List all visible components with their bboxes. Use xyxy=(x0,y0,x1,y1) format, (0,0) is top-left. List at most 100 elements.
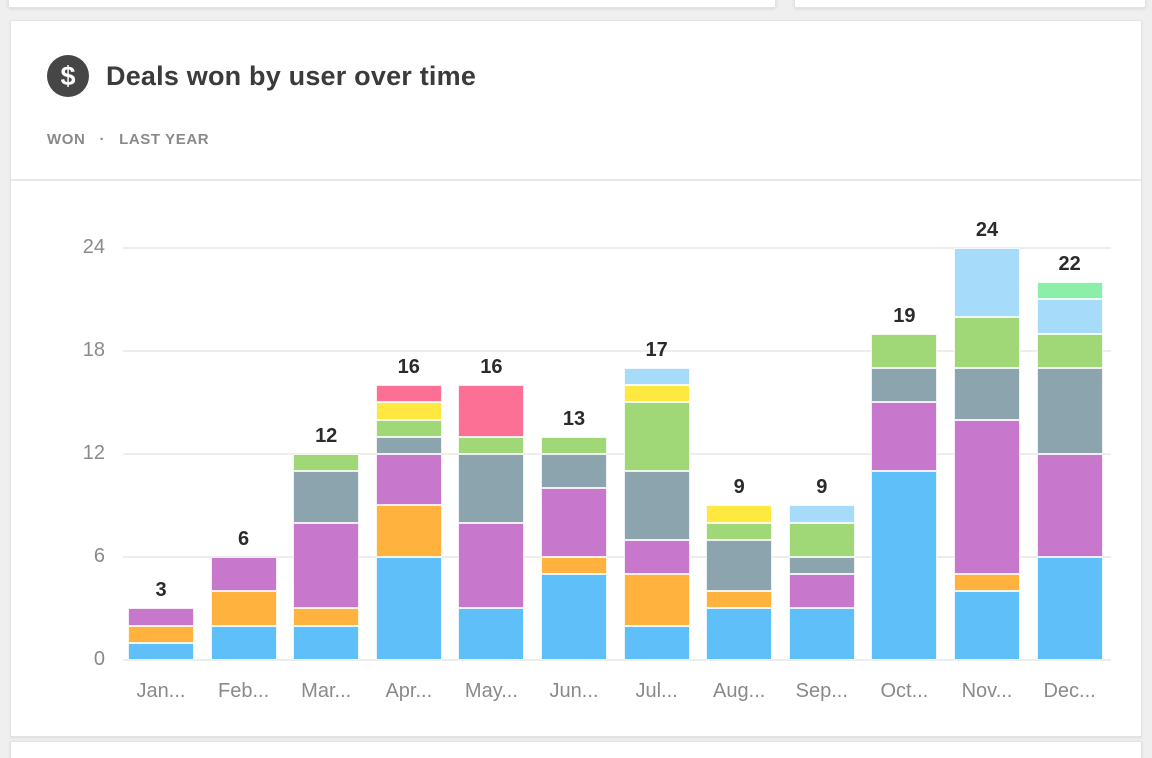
bar-total-label: 3 xyxy=(155,579,167,602)
bar-segment-blue[interactable] xyxy=(788,608,855,660)
bar-dec[interactable] xyxy=(1036,282,1103,660)
x-axis-tick-may: May... xyxy=(464,680,518,702)
bar-segment-orange[interactable] xyxy=(706,591,773,609)
bar-aug[interactable] xyxy=(706,505,773,660)
bar-segment-purple[interactable] xyxy=(623,539,690,575)
x-axis-tick-sep: Sep... xyxy=(795,680,848,702)
bar-segment-green[interactable] xyxy=(541,436,607,454)
bar-segment-blue[interactable] xyxy=(293,625,360,660)
bar-segment-green[interactable] xyxy=(871,333,938,369)
bar-segment-orange[interactable] xyxy=(128,625,194,643)
bar-segment-gray[interactable] xyxy=(623,471,690,540)
bar-sep[interactable] xyxy=(788,505,855,660)
bar-segment-blue[interactable] xyxy=(706,608,773,660)
header-divider xyxy=(11,179,1141,181)
bar-segment-blue[interactable] xyxy=(210,625,277,660)
subtitle-separator: · xyxy=(99,131,106,148)
bar-segment-pink[interactable] xyxy=(375,385,442,403)
bar-segment-gray[interactable] xyxy=(541,453,607,489)
bar-segment-gray[interactable] xyxy=(871,368,938,403)
bar-segment-yellow[interactable] xyxy=(706,505,773,523)
bar-total-label: 9 xyxy=(733,476,745,499)
x-axis-tick-jun: Jun... xyxy=(549,680,599,702)
bar-segment-gray[interactable] xyxy=(458,453,525,523)
bar-segment-yellow[interactable] xyxy=(375,402,442,420)
bar-segment-blue[interactable] xyxy=(458,608,525,660)
bar-segment-green[interactable] xyxy=(1036,333,1103,369)
bar-segment-light-blue[interactable] xyxy=(623,368,690,386)
bar-segment-light-blue[interactable] xyxy=(954,247,1020,317)
bar-segment-pink[interactable] xyxy=(458,385,525,437)
x-axis-tick-aug: Aug... xyxy=(713,680,766,702)
gridline-y-12 xyxy=(123,452,1111,455)
card-partial-top-right xyxy=(794,0,1146,8)
bar-oct[interactable] xyxy=(871,333,938,660)
bar-segment-purple[interactable] xyxy=(375,453,442,506)
bar-segment-gray[interactable] xyxy=(1036,368,1103,454)
bar-segment-orange[interactable] xyxy=(210,591,277,626)
bar-segment-gray[interactable] xyxy=(293,471,360,523)
bar-segment-green[interactable] xyxy=(293,453,360,472)
bar-jun[interactable] xyxy=(541,436,607,660)
bar-segment-purple[interactable] xyxy=(788,574,855,609)
bar-segment-purple[interactable] xyxy=(541,488,607,557)
bar-segment-green[interactable] xyxy=(706,522,773,540)
bar-segment-blue[interactable] xyxy=(541,574,607,660)
bar-apr[interactable] xyxy=(375,385,442,660)
bar-mar[interactable] xyxy=(293,453,360,660)
bar-segment-light-blue[interactable] xyxy=(788,505,855,523)
bar-segment-green[interactable] xyxy=(788,522,855,557)
bar-feb[interactable] xyxy=(210,556,277,660)
bar-segment-purple[interactable] xyxy=(293,522,360,609)
bar-segment-purple[interactable] xyxy=(871,402,938,472)
bar-total-label: 22 xyxy=(1058,253,1081,276)
bar-segment-orange[interactable] xyxy=(623,574,690,626)
bar-segment-orange[interactable] xyxy=(954,574,1020,592)
bar-jul[interactable] xyxy=(623,368,690,660)
bar-segment-purple[interactable] xyxy=(458,522,525,609)
bar-total-label: 13 xyxy=(562,407,586,430)
bar-segment-purple[interactable] xyxy=(1036,453,1103,557)
bar-segment-blue[interactable] xyxy=(1036,556,1103,660)
bar-segment-purple[interactable] xyxy=(210,556,277,592)
bar-segment-blue[interactable] xyxy=(623,625,690,660)
bar-segment-purple[interactable] xyxy=(128,608,194,626)
bar-segment-blue[interactable] xyxy=(954,591,1020,660)
bar-segment-yellow[interactable] xyxy=(623,385,690,403)
bar-segment-blue[interactable] xyxy=(871,471,938,660)
dollar-icon: $ xyxy=(47,55,89,97)
bar-segment-green[interactable] xyxy=(954,316,1020,369)
x-axis-tick-dec: Dec... xyxy=(1043,680,1096,702)
bar-total-label: 6 xyxy=(238,527,250,550)
bar-segment-green[interactable] xyxy=(623,402,690,472)
bar-segment-gray[interactable] xyxy=(706,539,773,592)
bar-segment-blue[interactable] xyxy=(375,556,442,660)
bar-segment-orange[interactable] xyxy=(541,556,607,575)
bar-jan[interactable] xyxy=(128,608,194,660)
bar-nov[interactable] xyxy=(954,247,1020,660)
bar-segment-gray[interactable] xyxy=(954,368,1020,420)
y-axis-tick-0: 0 xyxy=(93,648,105,670)
y-axis-tick-24: 24 xyxy=(82,235,105,258)
bar-segment-mint[interactable] xyxy=(1036,282,1103,300)
bar-segment-blue[interactable] xyxy=(128,642,194,660)
gridline-y-24 xyxy=(123,246,1111,249)
x-axis-tick-feb: Feb... xyxy=(218,680,270,702)
deals-won-card: $ Deals won by user over time WON · LAST… xyxy=(10,20,1142,737)
bar-segment-green[interactable] xyxy=(375,419,442,437)
bar-segment-purple[interactable] xyxy=(954,419,1020,575)
bar-may[interactable] xyxy=(458,385,525,660)
bar-segment-orange[interactable] xyxy=(293,608,360,626)
bar-segment-light-blue[interactable] xyxy=(1036,299,1103,334)
bar-segment-orange[interactable] xyxy=(375,505,442,557)
card-partial-top-left xyxy=(8,0,776,8)
card-subtitle: WON · LAST YEAR xyxy=(47,131,209,148)
bar-segment-green[interactable] xyxy=(458,436,525,454)
x-axis-tick-oct: Oct... xyxy=(880,680,929,702)
bar-total-label: 16 xyxy=(397,356,420,379)
x-axis-tick-nov: Nov... xyxy=(961,680,1013,702)
x-axis-tick-mar: Mar... xyxy=(301,680,352,702)
bar-segment-gray[interactable] xyxy=(375,436,442,454)
bar-segment-gray[interactable] xyxy=(788,556,855,575)
dollar-glyph: $ xyxy=(60,60,76,91)
